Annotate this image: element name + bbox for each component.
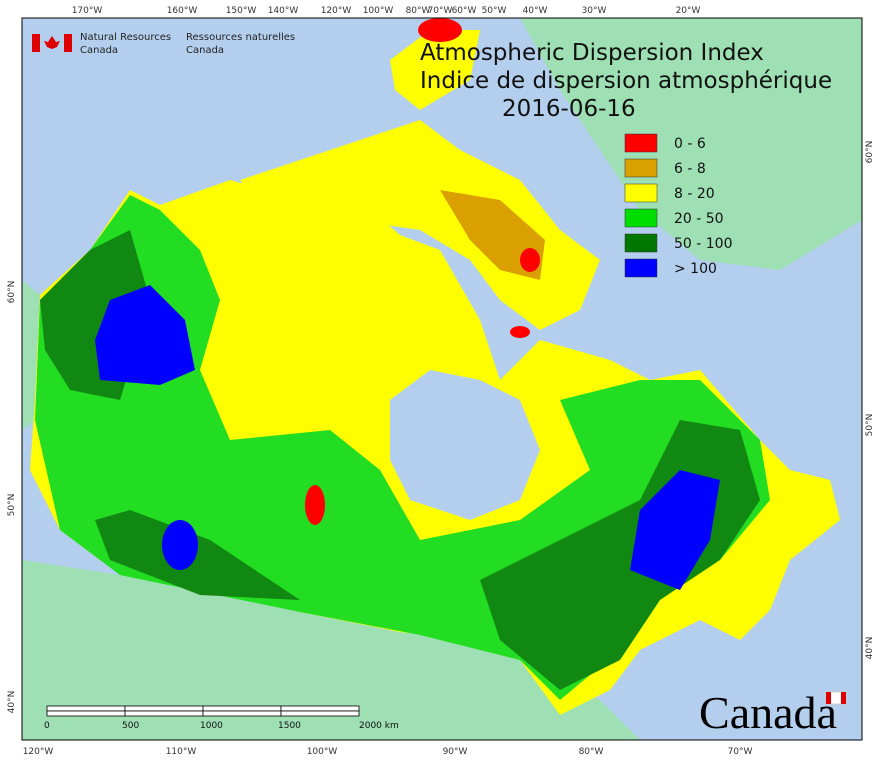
latitude-label: 40°N: [865, 637, 875, 660]
legend-label: 8 - 20: [674, 186, 715, 202]
legend-swatch: [624, 233, 658, 253]
scale-segment: [280, 705, 360, 712]
legend-swatch: [624, 158, 658, 178]
latitude-label: 40°N: [7, 691, 17, 714]
wordmark-flag-bar: [826, 692, 831, 704]
scale-segment: [202, 705, 282, 712]
region-50-100-south: [95, 510, 300, 600]
scale-segment: [280, 710, 360, 717]
longitude-label: 40°W: [523, 6, 548, 16]
flag-bar: [32, 34, 40, 52]
scale-label: 2000 km: [359, 721, 399, 731]
greenland: [520, 18, 862, 270]
longitude-label: 160°W: [167, 6, 198, 16]
scale-segment: [124, 705, 204, 712]
region-0-6-baffin: [520, 248, 540, 272]
wordmark: Canada: [699, 687, 837, 738]
longitude-label: 150°W: [226, 6, 257, 16]
scale-label: 0: [44, 721, 50, 731]
department-signature: Natural Resources Canada Ressources natu…: [32, 32, 295, 56]
longitude-label: 50°W: [482, 6, 507, 16]
latitude-label: 60°N: [7, 281, 17, 304]
longitude-label: 140°W: [268, 6, 299, 16]
graticule-labels: 170°W 160°W 150°W 140°W 120°W 100°W 80°W70°W 60…: [7, 6, 875, 757]
title-date: 2016-06-16: [502, 96, 636, 122]
ellesmere: [390, 30, 480, 110]
legend-swatch: [624, 133, 658, 153]
legend-swatch: [624, 208, 658, 228]
legend-label: 50 - 100: [674, 236, 733, 252]
dept-en: Natural Resources: [80, 32, 171, 43]
region-6-8: [440, 190, 545, 280]
region-over-100-bc: [162, 520, 198, 570]
hudson-bay: [390, 370, 540, 520]
flag-leaf: [44, 36, 60, 49]
longitude-label: 80°W: [406, 6, 431, 16]
legend-label: 20 - 50: [674, 211, 724, 227]
dept-fr: Ressources naturelles: [186, 32, 295, 43]
scale-bar: 0 500 1000 1500 2000 km: [44, 705, 399, 731]
legend-label: 0 - 6: [674, 136, 706, 152]
scale-label: 1000: [200, 721, 223, 731]
latitude-label: 50°N: [7, 494, 17, 517]
longitude-label: 70°W: [728, 747, 753, 757]
longitude-label: 100°W: [363, 6, 394, 16]
wordmark-flag-bar: [841, 692, 846, 704]
longitude-label: 80°W: [579, 747, 604, 757]
legend-swatch: [624, 183, 658, 203]
longitude-label: 120°W: [321, 6, 352, 16]
scale-segment: [46, 705, 126, 712]
longitude-label: 70°W: [428, 6, 453, 16]
usa: [22, 560, 640, 740]
scale-segment: [124, 710, 204, 717]
longitude-label: 90°W: [443, 747, 468, 757]
region-0-6-sk: [305, 485, 325, 525]
longitude-label: 30°W: [582, 6, 607, 16]
longitude-label: 100°W: [307, 747, 338, 757]
latitude-label: 60°N: [865, 141, 875, 164]
scale-label: 500: [122, 721, 139, 731]
region-0-6-south: [510, 326, 530, 338]
longitude-label: 60°W: [452, 6, 477, 16]
scale-label: 1500: [278, 721, 301, 731]
title-fr: Indice de dispersion atmosphérique: [420, 68, 832, 94]
longitude-label: 20°W: [676, 6, 701, 16]
region-0-6-north: [418, 18, 462, 42]
legend: 0 - 6 6 - 8 8 - 20 20 - 50 50 - 100 > 100: [624, 133, 733, 278]
scale-segment: [202, 710, 282, 717]
latitude-label: 50°N: [865, 414, 875, 437]
dept-en: Canada: [80, 45, 118, 56]
region-over-100-east: [630, 470, 720, 590]
longitude-label: 170°W: [72, 6, 103, 16]
legend-label: > 100: [674, 261, 717, 277]
flag-bar: [64, 34, 72, 52]
arctic-islands: [240, 120, 600, 330]
longitude-label: 110°W: [166, 747, 197, 757]
map-frame: [21, 17, 863, 741]
legend-label: 6 - 8: [674, 161, 706, 177]
scale-segment: [46, 710, 126, 717]
title-en: Atmospheric Dispersion Index: [420, 40, 764, 66]
longitude-label: 120°W: [23, 747, 54, 757]
legend-swatch: [624, 258, 658, 278]
region-over-100-west: [95, 285, 195, 385]
map-area: [22, 18, 862, 740]
dept-fr: Canada: [186, 45, 224, 56]
